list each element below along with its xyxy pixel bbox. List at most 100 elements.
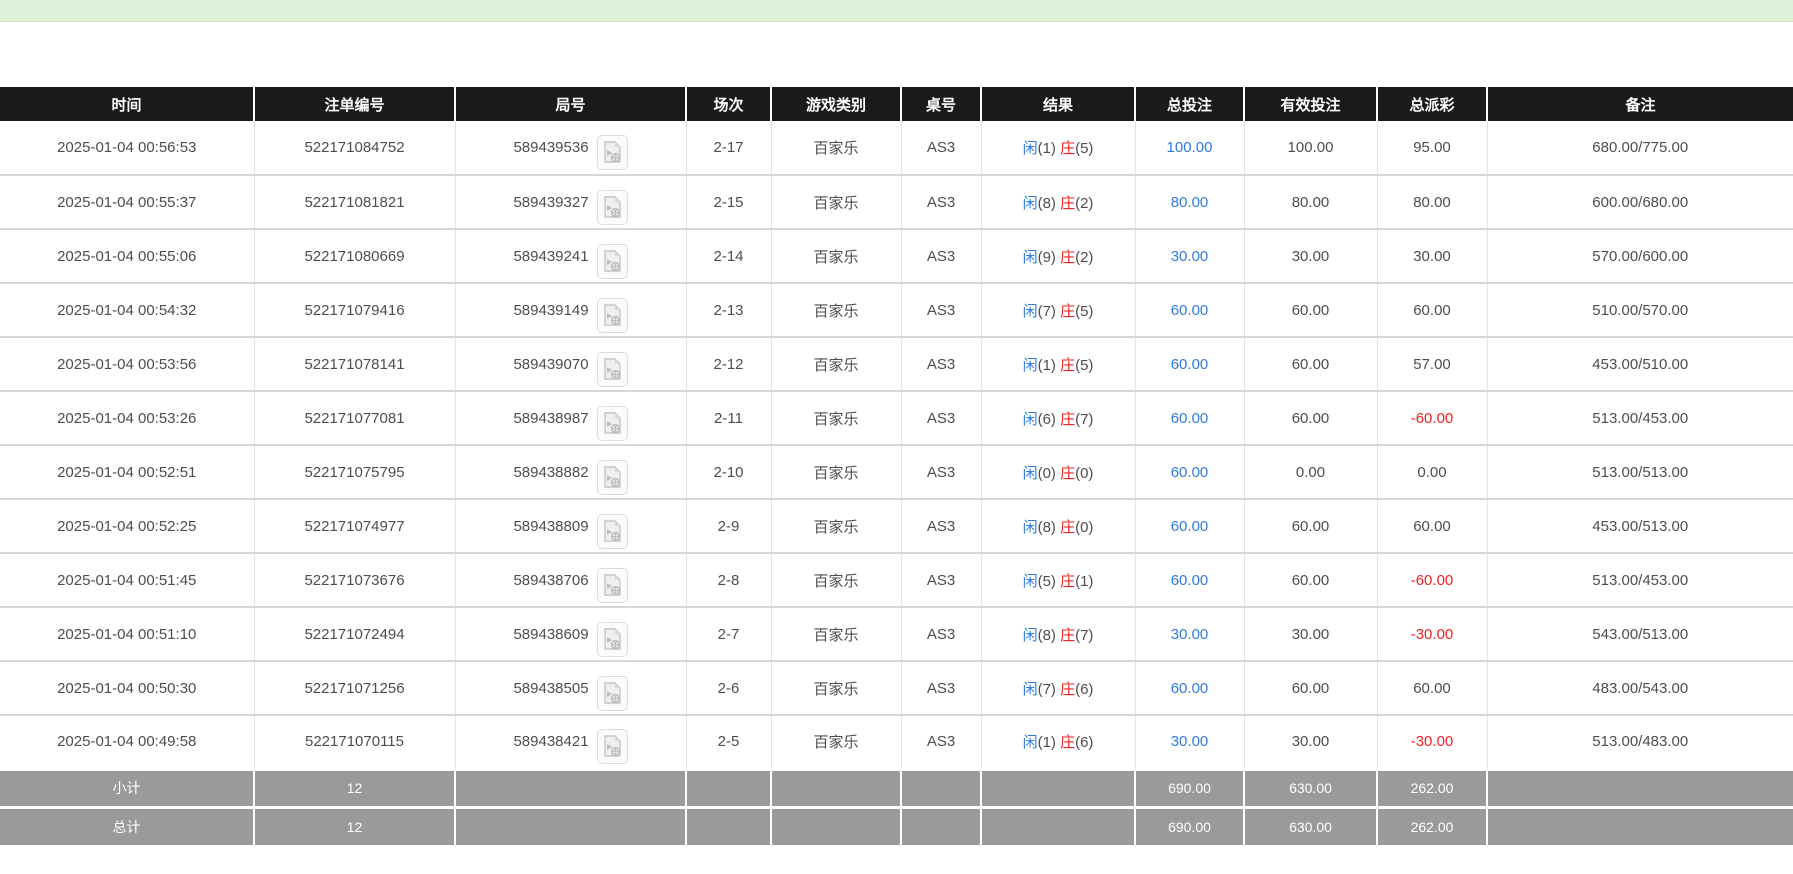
banker-result-value: (6) bbox=[1075, 734, 1094, 752]
valid-bet-cell: 0.00 bbox=[1244, 444, 1378, 499]
video-file-icon bbox=[603, 627, 621, 650]
video-file-icon bbox=[603, 357, 621, 380]
payout-cell: 60.00 bbox=[1377, 282, 1488, 337]
video-replay-button[interactable] bbox=[596, 621, 628, 657]
session-cell: 2-11 bbox=[686, 390, 772, 445]
player-result-label: 闲 bbox=[1022, 410, 1038, 428]
valid-bet-cell: 60.00 bbox=[1244, 498, 1378, 553]
valid-bet-cell: 60.00 bbox=[1244, 552, 1378, 607]
video-replay-button[interactable] bbox=[596, 459, 628, 495]
round-no-cell: 589438505 bbox=[455, 660, 687, 715]
table-no-cell: AS3 bbox=[901, 282, 982, 337]
total-bet-cell: 60.00 bbox=[1135, 498, 1245, 553]
player-result-value: (8) bbox=[1037, 518, 1061, 536]
banker-result-value: (0) bbox=[1075, 464, 1094, 482]
order-no-cell: 522171079416 bbox=[254, 282, 456, 337]
video-replay-button[interactable] bbox=[596, 243, 628, 279]
payout-cell: 60.00 bbox=[1377, 498, 1488, 553]
table-row: 2025-01-04 00:51:10 522171072494 589438609… bbox=[0, 606, 1793, 661]
player-result-value: (8) bbox=[1037, 626, 1061, 644]
summary-remark-cell bbox=[1487, 767, 1793, 807]
banker-result-label: 庄 bbox=[1060, 194, 1076, 212]
table-row: 2025-01-04 00:53:56 522171078141 589439070… bbox=[0, 336, 1793, 391]
round-no-wrap: 589438609 bbox=[513, 617, 628, 657]
time-cell: 2025-01-04 00:53:56 bbox=[0, 336, 255, 391]
session-cell: 2-13 bbox=[686, 282, 772, 337]
video-replay-button[interactable] bbox=[596, 513, 628, 549]
total-bet-cell: 60.00 bbox=[1135, 336, 1245, 391]
summary-total-bet-cell: 690.00 bbox=[1135, 767, 1245, 807]
result-cell: 闲(1) 庄(5) bbox=[981, 336, 1136, 391]
header-cell-result: 结果 bbox=[981, 87, 1136, 121]
banker-result-label: 庄 bbox=[1060, 140, 1076, 157]
payout-cell: 0.00 bbox=[1377, 444, 1488, 499]
video-replay-button[interactable] bbox=[596, 729, 628, 765]
remark-cell: 453.00/513.00 bbox=[1487, 498, 1793, 553]
remark-cell: 680.00/775.00 bbox=[1487, 121, 1793, 175]
summary-count-cell: 12 bbox=[254, 767, 456, 807]
valid-bet-cell: 30.00 bbox=[1244, 714, 1378, 769]
player-result-label: 闲 bbox=[1022, 140, 1038, 157]
summary-count-cell: 12 bbox=[254, 805, 456, 845]
result-cell: 闲(1) 庄(5) bbox=[981, 121, 1136, 175]
table-row: 2025-01-04 00:52:25 522171074977 589438809… bbox=[0, 498, 1793, 553]
table-row: 2025-01-04 00:55:37 522171081821 589439327… bbox=[0, 174, 1793, 229]
video-replay-button[interactable] bbox=[596, 351, 628, 387]
header-cell-game-type: 游戏类别 bbox=[771, 87, 902, 121]
round-no-value: 589438987 bbox=[513, 409, 589, 427]
banker-result-label: 庄 bbox=[1060, 410, 1076, 428]
video-file-icon bbox=[603, 411, 621, 434]
video-replay-button[interactable] bbox=[596, 567, 628, 603]
table-row: 2025-01-04 00:56:53 522171084752 589439536… bbox=[0, 121, 1793, 175]
result-cell: 闲(8) 庄(2) bbox=[981, 174, 1136, 229]
round-no-wrap: 589439241 bbox=[513, 239, 628, 279]
video-replay-button[interactable] bbox=[596, 405, 628, 441]
player-result-value: (6) bbox=[1037, 410, 1061, 428]
round-no-value: 589438505 bbox=[513, 679, 589, 697]
table-row: 2025-01-04 00:53:26 522171077081 589438987… bbox=[0, 390, 1793, 445]
summary-result-cell bbox=[981, 767, 1136, 807]
payout-cell: -30.00 bbox=[1377, 714, 1488, 769]
table-row: 2025-01-04 00:52:51 522171075795 589438882… bbox=[0, 444, 1793, 499]
time-cell: 2025-01-04 00:52:25 bbox=[0, 498, 255, 553]
video-replay-button[interactable] bbox=[596, 297, 628, 333]
video-file-icon bbox=[603, 465, 621, 488]
session-cell: 2-14 bbox=[686, 228, 772, 283]
round-no-cell: 589438609 bbox=[455, 606, 687, 661]
round-no-value: 589438706 bbox=[513, 571, 589, 589]
summary-total-bet-cell: 690.00 bbox=[1135, 805, 1245, 845]
table-row: 2025-01-04 00:50:30 522171071256 589438505… bbox=[0, 660, 1793, 715]
order-no-cell: 522171080669 bbox=[254, 228, 456, 283]
order-no-cell: 522171072494 bbox=[254, 606, 456, 661]
video-replay-button[interactable] bbox=[596, 135, 628, 170]
table-row: 2025-01-04 00:49:58 522171070115 589438421… bbox=[0, 714, 1793, 769]
round-no-cell: 589438706 bbox=[455, 552, 687, 607]
order-no-cell: 522171081821 bbox=[254, 174, 456, 229]
total-bet-cell: 30.00 bbox=[1135, 228, 1245, 283]
player-result-label: 闲 bbox=[1022, 572, 1038, 590]
page-top-bar bbox=[0, 0, 1793, 22]
video-replay-button[interactable] bbox=[596, 189, 628, 225]
session-cell: 2-10 bbox=[686, 444, 772, 499]
time-cell: 2025-01-04 00:55:06 bbox=[0, 228, 255, 283]
player-result-label: 闲 bbox=[1022, 680, 1038, 698]
banker-result-label: 庄 bbox=[1060, 572, 1076, 590]
summary-session-cell bbox=[686, 767, 772, 807]
game-type-cell: 百家乐 bbox=[771, 552, 902, 607]
player-result-label: 闲 bbox=[1022, 734, 1038, 752]
video-replay-button[interactable] bbox=[596, 675, 628, 711]
session-cell: 2-7 bbox=[686, 606, 772, 661]
header-cell-total-bet: 总投注 bbox=[1135, 87, 1245, 121]
remark-cell: 510.00/570.00 bbox=[1487, 282, 1793, 337]
video-file-icon bbox=[603, 573, 621, 596]
result-cell: 闲(1) 庄(6) bbox=[981, 714, 1136, 769]
banker-result-label: 庄 bbox=[1060, 518, 1076, 536]
banker-result-label: 庄 bbox=[1060, 464, 1076, 482]
table-row: 2025-01-04 00:51:45 522171073676 589438706… bbox=[0, 552, 1793, 607]
game-type-cell: 百家乐 bbox=[771, 714, 902, 769]
remark-cell: 513.00/513.00 bbox=[1487, 444, 1793, 499]
total-bet-cell: 60.00 bbox=[1135, 444, 1245, 499]
remark-cell: 513.00/453.00 bbox=[1487, 390, 1793, 445]
result-cell: 闲(8) 庄(0) bbox=[981, 498, 1136, 553]
time-cell: 2025-01-04 00:50:30 bbox=[0, 660, 255, 715]
